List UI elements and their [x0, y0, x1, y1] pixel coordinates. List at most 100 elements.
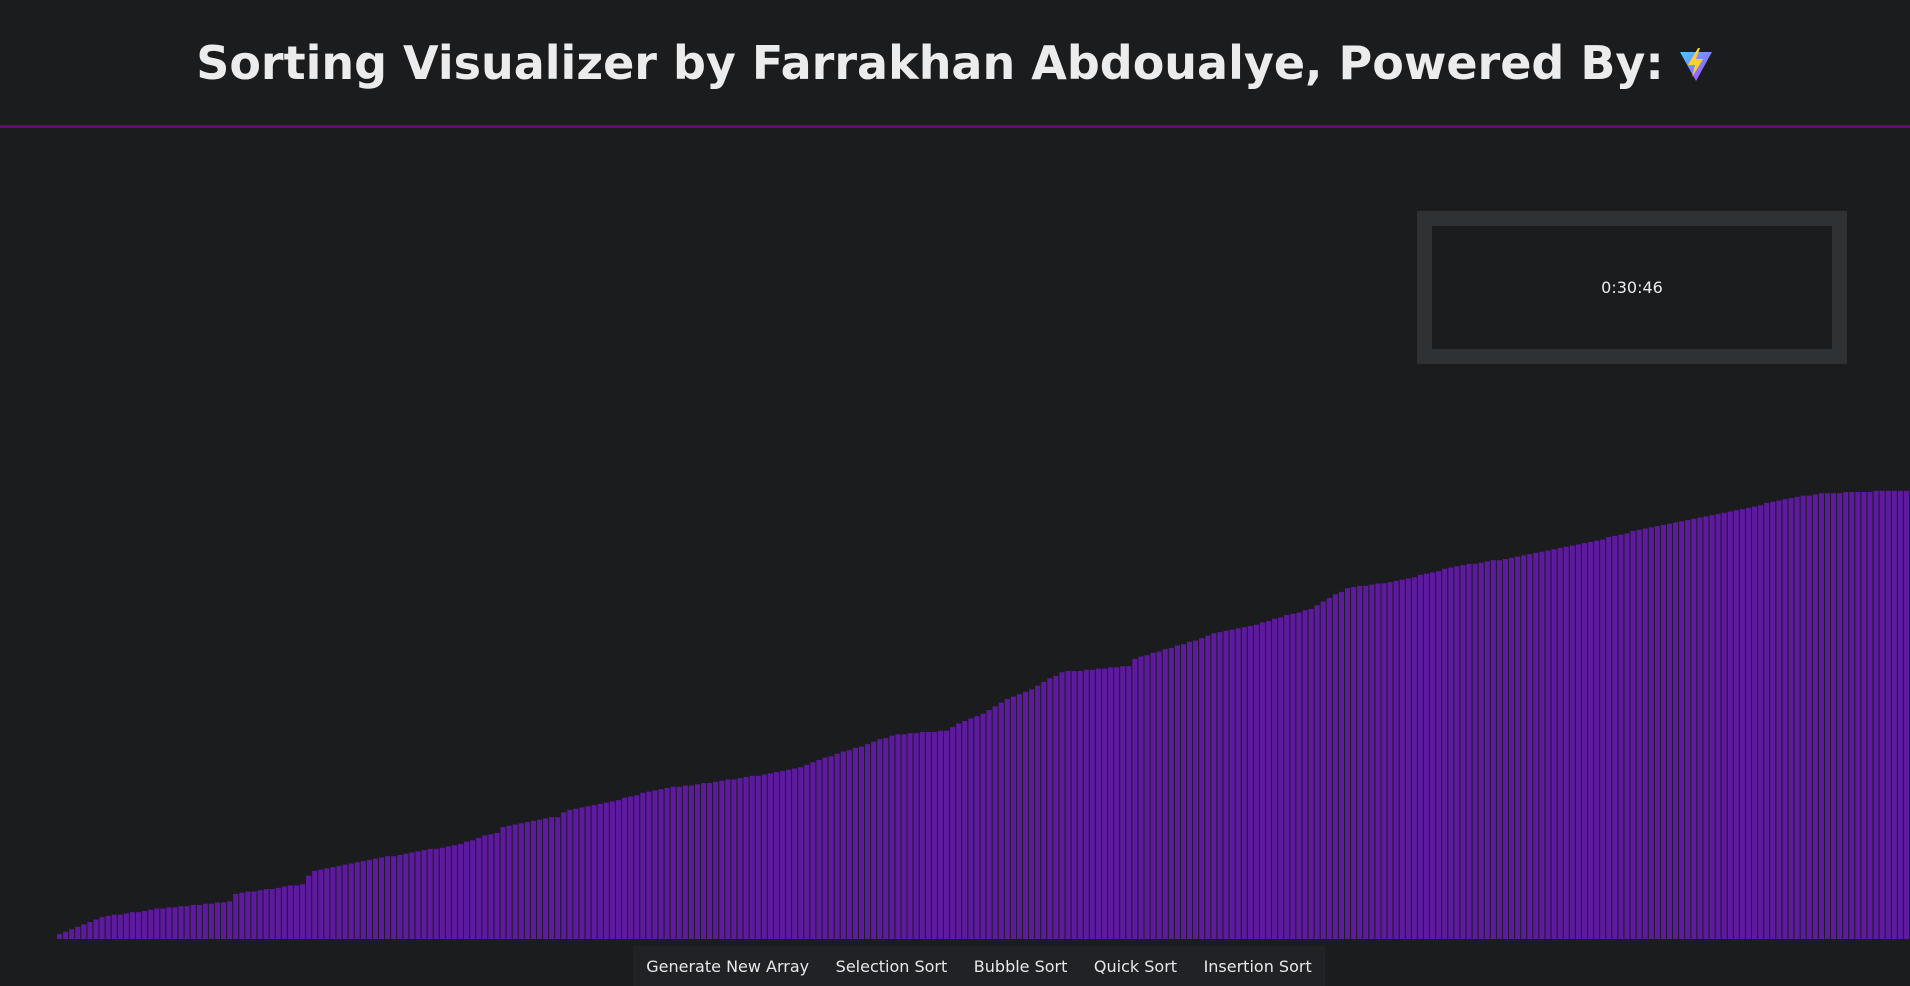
bar: [579, 807, 585, 939]
bar: [476, 837, 482, 939]
bar: [1764, 502, 1770, 939]
bar: [1539, 551, 1545, 939]
bar: [1272, 618, 1278, 939]
bar: [1187, 641, 1193, 939]
bar: [974, 716, 980, 939]
bar: [603, 802, 609, 939]
bar: [628, 796, 634, 939]
bar: [269, 889, 275, 939]
bar: [81, 924, 87, 939]
bar: [1381, 583, 1387, 939]
bar: [1788, 498, 1794, 939]
bar: [1460, 565, 1466, 939]
bar: [111, 914, 117, 939]
bar: [1855, 491, 1861, 939]
bar: [1697, 517, 1703, 939]
bar: [427, 848, 433, 939]
bar: [998, 702, 1004, 939]
bar: [1636, 529, 1642, 939]
toolbar-button[interactable]: Selection Sort: [830, 957, 954, 976]
bar: [1387, 582, 1393, 939]
bar: [202, 903, 208, 939]
bar: [1029, 689, 1035, 939]
bar: [1624, 533, 1630, 939]
bar: [731, 779, 737, 939]
bar: [1363, 585, 1369, 939]
bar: [786, 769, 792, 939]
bar: [986, 710, 992, 939]
bar: [470, 840, 476, 939]
bar: [658, 789, 664, 939]
bar: [385, 856, 391, 939]
bar: [737, 778, 743, 939]
bar: [93, 919, 99, 939]
bar: [1047, 678, 1053, 939]
bar: [336, 865, 342, 939]
bar: [1089, 669, 1095, 939]
toolbar-button[interactable]: Quick Sort: [1088, 957, 1183, 976]
bar: [1338, 591, 1344, 939]
bar: [464, 841, 470, 939]
bar: [1612, 535, 1618, 939]
bar: [494, 833, 500, 939]
bar: [1150, 652, 1156, 939]
bar: [342, 864, 348, 939]
bar: [883, 738, 889, 939]
bar: [196, 904, 202, 939]
bar: [257, 890, 263, 939]
bar: [1715, 513, 1721, 939]
bar: [378, 857, 385, 939]
toolbar-button[interactable]: Generate New Array: [640, 957, 815, 976]
bar: [214, 902, 221, 939]
bar: [828, 756, 834, 939]
bar: [877, 739, 883, 939]
bar: [871, 741, 877, 939]
bar: [1241, 627, 1247, 939]
bar: [1776, 500, 1782, 939]
bar: [105, 915, 111, 939]
bar: [1843, 491, 1849, 939]
bar: [1399, 579, 1405, 939]
bar: [1861, 491, 1867, 939]
bar: [1010, 696, 1016, 939]
bar: [1442, 568, 1448, 939]
bar: [1332, 594, 1338, 939]
bar: [500, 826, 506, 939]
bar: [245, 891, 251, 939]
bar: [1673, 522, 1679, 939]
bar: [1144, 655, 1150, 939]
bar: [524, 822, 530, 939]
bar: [1521, 555, 1527, 939]
bar: [512, 824, 518, 939]
bar: [1199, 638, 1205, 939]
toolbar-button[interactable]: Insertion Sort: [1198, 957, 1318, 976]
bar: [1326, 597, 1332, 939]
header: Sorting Visualizer by Farrakhan Abdoualy…: [0, 0, 1910, 125]
bar: [1357, 585, 1363, 939]
bar: [1569, 545, 1575, 939]
bar: [1515, 556, 1521, 939]
bar: [1211, 633, 1217, 939]
bar: [312, 870, 318, 939]
bar: [543, 818, 549, 939]
bar: [707, 783, 713, 939]
bar: [1247, 625, 1253, 939]
bar: [184, 906, 190, 939]
bar: [804, 764, 810, 939]
bar: [1606, 537, 1612, 939]
bar: [1703, 516, 1709, 939]
toolbar-button[interactable]: Bubble Sort: [968, 957, 1074, 976]
bar: [640, 792, 646, 939]
bar: [360, 861, 366, 939]
bar: [1496, 560, 1502, 939]
bar: [287, 885, 293, 939]
bar: [634, 795, 640, 939]
bar: [1308, 608, 1314, 939]
bar: [142, 910, 148, 939]
bar: [1405, 578, 1411, 939]
bar: [117, 914, 123, 939]
bar: [391, 856, 397, 939]
bar: [1259, 622, 1266, 939]
bar: [366, 859, 372, 939]
bar: [403, 853, 409, 939]
